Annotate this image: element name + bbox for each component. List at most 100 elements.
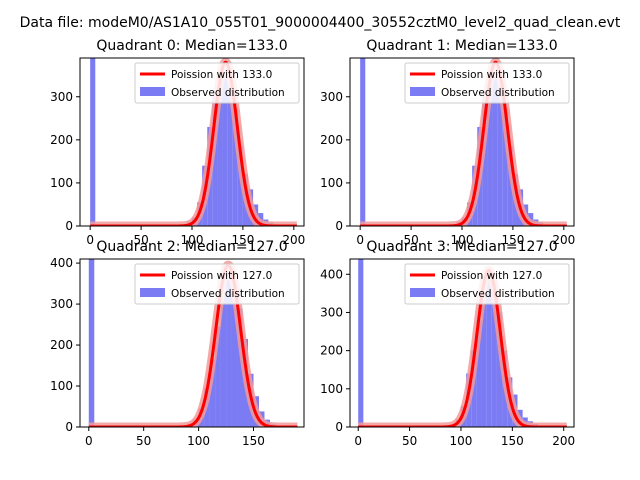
histogram-bar-zero-spike [360, 58, 366, 226]
histogram-bar-zero-spike [88, 259, 95, 427]
x-tick-label: 100 [451, 233, 474, 247]
legend-hist-label: Observed distribution [441, 288, 555, 300]
y-tick-label: 0 [335, 219, 343, 233]
legend-hist-swatch [140, 87, 165, 96]
histogram-bar [496, 312, 503, 427]
x-tick-label: 150 [231, 233, 254, 247]
axes-frame [349, 258, 575, 428]
histogram-bar [209, 359, 216, 427]
histogram-bar [231, 285, 238, 427]
x-tick-label: 100 [450, 434, 473, 448]
plot-area [84, 259, 302, 427]
histogram-bar [482, 96, 488, 226]
x-tick-label: 100 [181, 233, 204, 247]
fit-curve-line [359, 60, 568, 226]
histogram-bar [215, 326, 221, 427]
legend-hist-label: Observed distribution [171, 288, 285, 300]
histogram-bar [486, 276, 492, 427]
histogram-bar [237, 146, 243, 226]
subplot-title: Quadrant 0: Median=133.0 [96, 38, 287, 54]
legend-box [134, 263, 300, 305]
x-tick-label: 0 [354, 434, 362, 448]
y-tick-label: 100 [50, 379, 73, 393]
legend: Poission with 127.0 Observed distribution [404, 263, 570, 305]
subplot-title: Quadrant 2: Median=127.0 [96, 239, 287, 255]
histogram-bar [226, 279, 232, 427]
x-tick-label: 50 [402, 434, 417, 448]
x-tick-label: 200 [282, 233, 305, 247]
legend-fit-label: Poission with 127.0 [441, 270, 542, 282]
y-tick-label: 400 [50, 256, 73, 270]
x-tick-label: 150 [501, 233, 524, 247]
histogram-bar [507, 146, 513, 226]
subplot-title: Quadrant 1: Median=133.0 [366, 38, 557, 54]
x-tick-label: 50 [403, 233, 418, 247]
plot-area [86, 58, 301, 226]
histogram-bar [237, 308, 243, 427]
histogram-bar-zero-spike [90, 58, 96, 226]
histogram-bar [487, 77, 493, 226]
legend-hist-swatch [410, 87, 435, 96]
legend-hist-label: Observed distribution [171, 87, 285, 99]
legend: Poission with 133.0 Observed distribution [404, 62, 570, 104]
histogram-bar [227, 86, 233, 226]
y-tick-label: 200 [320, 133, 343, 147]
histogram-bar-zero-spike [358, 259, 364, 427]
x-tick-label: 50 [136, 434, 151, 448]
y-tick-label: 200 [50, 338, 73, 352]
legend-fit-label: Poission with 133.0 [441, 69, 542, 81]
x-tick-label: 0 [85, 434, 93, 448]
legend-fit-label: Poission with 127.0 [171, 270, 272, 282]
x-tick-label: 200 [552, 434, 575, 448]
y-tick-label: 300 [50, 90, 73, 104]
x-tick-label: 200 [552, 233, 575, 247]
y-tick-label: 300 [320, 90, 343, 104]
x-tick-label: 150 [501, 434, 524, 448]
y-tick-label: 0 [335, 420, 343, 434]
subplot-quadrant-1: 0 50 100 150 200 0 100 200 300 Quadrant 1: Median… [320, 38, 575, 247]
y-tick-label: 0 [65, 219, 73, 233]
histogram-bar [217, 77, 223, 226]
legend-box [404, 62, 570, 104]
y-tick-label: 200 [320, 344, 343, 358]
legend-box [404, 263, 570, 305]
y-tick-label: 200 [50, 133, 73, 147]
fit-curve-line [87, 263, 299, 427]
fit-curve-line [89, 60, 298, 226]
legend-hist-swatch [140, 288, 165, 297]
subplot-title: Quadrant 3: Median=127.0 [366, 239, 557, 255]
subplot-grid: 0 50 100 150 200 0 100 200 300 Quadrant 0: Median… [50, 38, 575, 448]
legend: Poission with 133.0 Observed distribution [134, 62, 300, 104]
y-tick-label: 300 [320, 305, 343, 319]
legend-box [134, 62, 300, 104]
y-tick-label: 100 [50, 176, 73, 190]
figure-suptitle: Data file: modeM0/AS1A10_055T01_90000044… [20, 15, 621, 31]
histogram-bar [481, 293, 487, 427]
subplot-quadrant-0: 0 50 100 150 200 0 100 200 300 Quadrant 0: Median… [50, 38, 305, 247]
y-tick-label: 300 [50, 297, 73, 311]
histogram-bar [491, 281, 497, 427]
legend-hist-label: Observed distribution [441, 87, 555, 99]
x-tick-label: 0 [86, 233, 94, 247]
histogram-bar [232, 107, 238, 226]
y-tick-label: 100 [320, 176, 343, 190]
x-tick-label: 100 [187, 434, 210, 448]
y-tick-label: 100 [320, 382, 343, 396]
x-tick-label: 50 [133, 233, 148, 247]
histogram-bar [222, 75, 228, 226]
legend: Poission with 127.0 Observed distribution [134, 263, 300, 305]
legend-fit-label: Poission with 133.0 [171, 69, 272, 81]
x-tick-label: 0 [356, 233, 364, 247]
histogram-bar [492, 75, 498, 226]
histogram-bar [476, 320, 482, 427]
subplot-quadrant-3: 0 50 100 150 200 0 100 200 300 400 Quadrant 3: Med… [320, 239, 575, 448]
histogram-bar [212, 96, 218, 226]
legend-hist-swatch [410, 288, 435, 297]
plot-area [356, 58, 571, 226]
histogram-bar [502, 107, 508, 226]
axes-frame [79, 258, 305, 428]
y-tick-label: 0 [65, 420, 73, 434]
subplot-quadrant-2: 0 50 100 150 0 100 200 300 400 Quadrant 2: Median… [50, 239, 305, 448]
x-tick-label: 150 [242, 434, 265, 448]
